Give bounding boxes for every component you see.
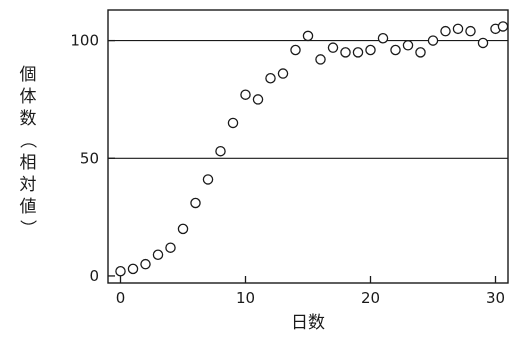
data-point [277, 68, 289, 79]
data-point [240, 89, 251, 100]
x-tick-label: 10 [236, 289, 255, 307]
data-point [390, 44, 401, 56]
y-axis-title: 個体数 （ 相対値 ） [17, 65, 37, 237]
y-axis-title-char: ） [17, 220, 37, 237]
data-points [115, 21, 509, 277]
x-axis-title: 日数 [291, 313, 325, 333]
data-point [377, 32, 389, 44]
y-axis-title-char: 数 [20, 109, 37, 129]
data-point [152, 249, 164, 261]
data-point [315, 54, 326, 65]
data-point [215, 145, 226, 157]
data-point [327, 42, 339, 53]
data-point [497, 21, 509, 32]
y-axis-title-char: 相 [20, 153, 37, 173]
data-point [190, 197, 201, 209]
x-tick-label: 20 [361, 289, 380, 307]
data-point [452, 23, 464, 35]
y-axis-title-char: （ [17, 132, 37, 149]
data-point [290, 44, 301, 56]
x-tick-label: 30 [486, 289, 505, 307]
y-axis-title-char: 値 [20, 197, 37, 217]
data-point [415, 47, 426, 58]
data-point [352, 47, 364, 58]
data-point [302, 30, 314, 42]
data-point [427, 35, 439, 46]
data-point [252, 94, 264, 105]
x-tick-label: 0 [116, 289, 126, 307]
data-point [440, 25, 451, 37]
data-point [365, 44, 376, 56]
x-axis: 0 10 20 30 [116, 276, 505, 307]
data-point [265, 73, 276, 84]
y-axis: 0 50 100 [70, 32, 115, 285]
data-point [477, 37, 489, 49]
y-axis-title-char: 対 [20, 175, 37, 195]
data-point [202, 174, 214, 185]
data-point [127, 263, 139, 275]
data-point [402, 40, 414, 51]
y-axis-title-char: 個 [20, 65, 37, 85]
data-point [340, 47, 351, 58]
y-tick-label: 0 [89, 267, 99, 285]
data-point [177, 223, 189, 235]
plot-frame [107, 9, 509, 284]
y-tick-label: 100 [70, 32, 99, 50]
data-point [465, 25, 476, 37]
reference-lines [108, 40, 508, 159]
y-tick-label: 50 [80, 149, 99, 167]
data-point [227, 117, 239, 129]
data-point [115, 265, 126, 277]
y-axis-title-char: 体 [20, 87, 37, 107]
data-point [140, 258, 151, 270]
data-point [165, 242, 176, 253]
